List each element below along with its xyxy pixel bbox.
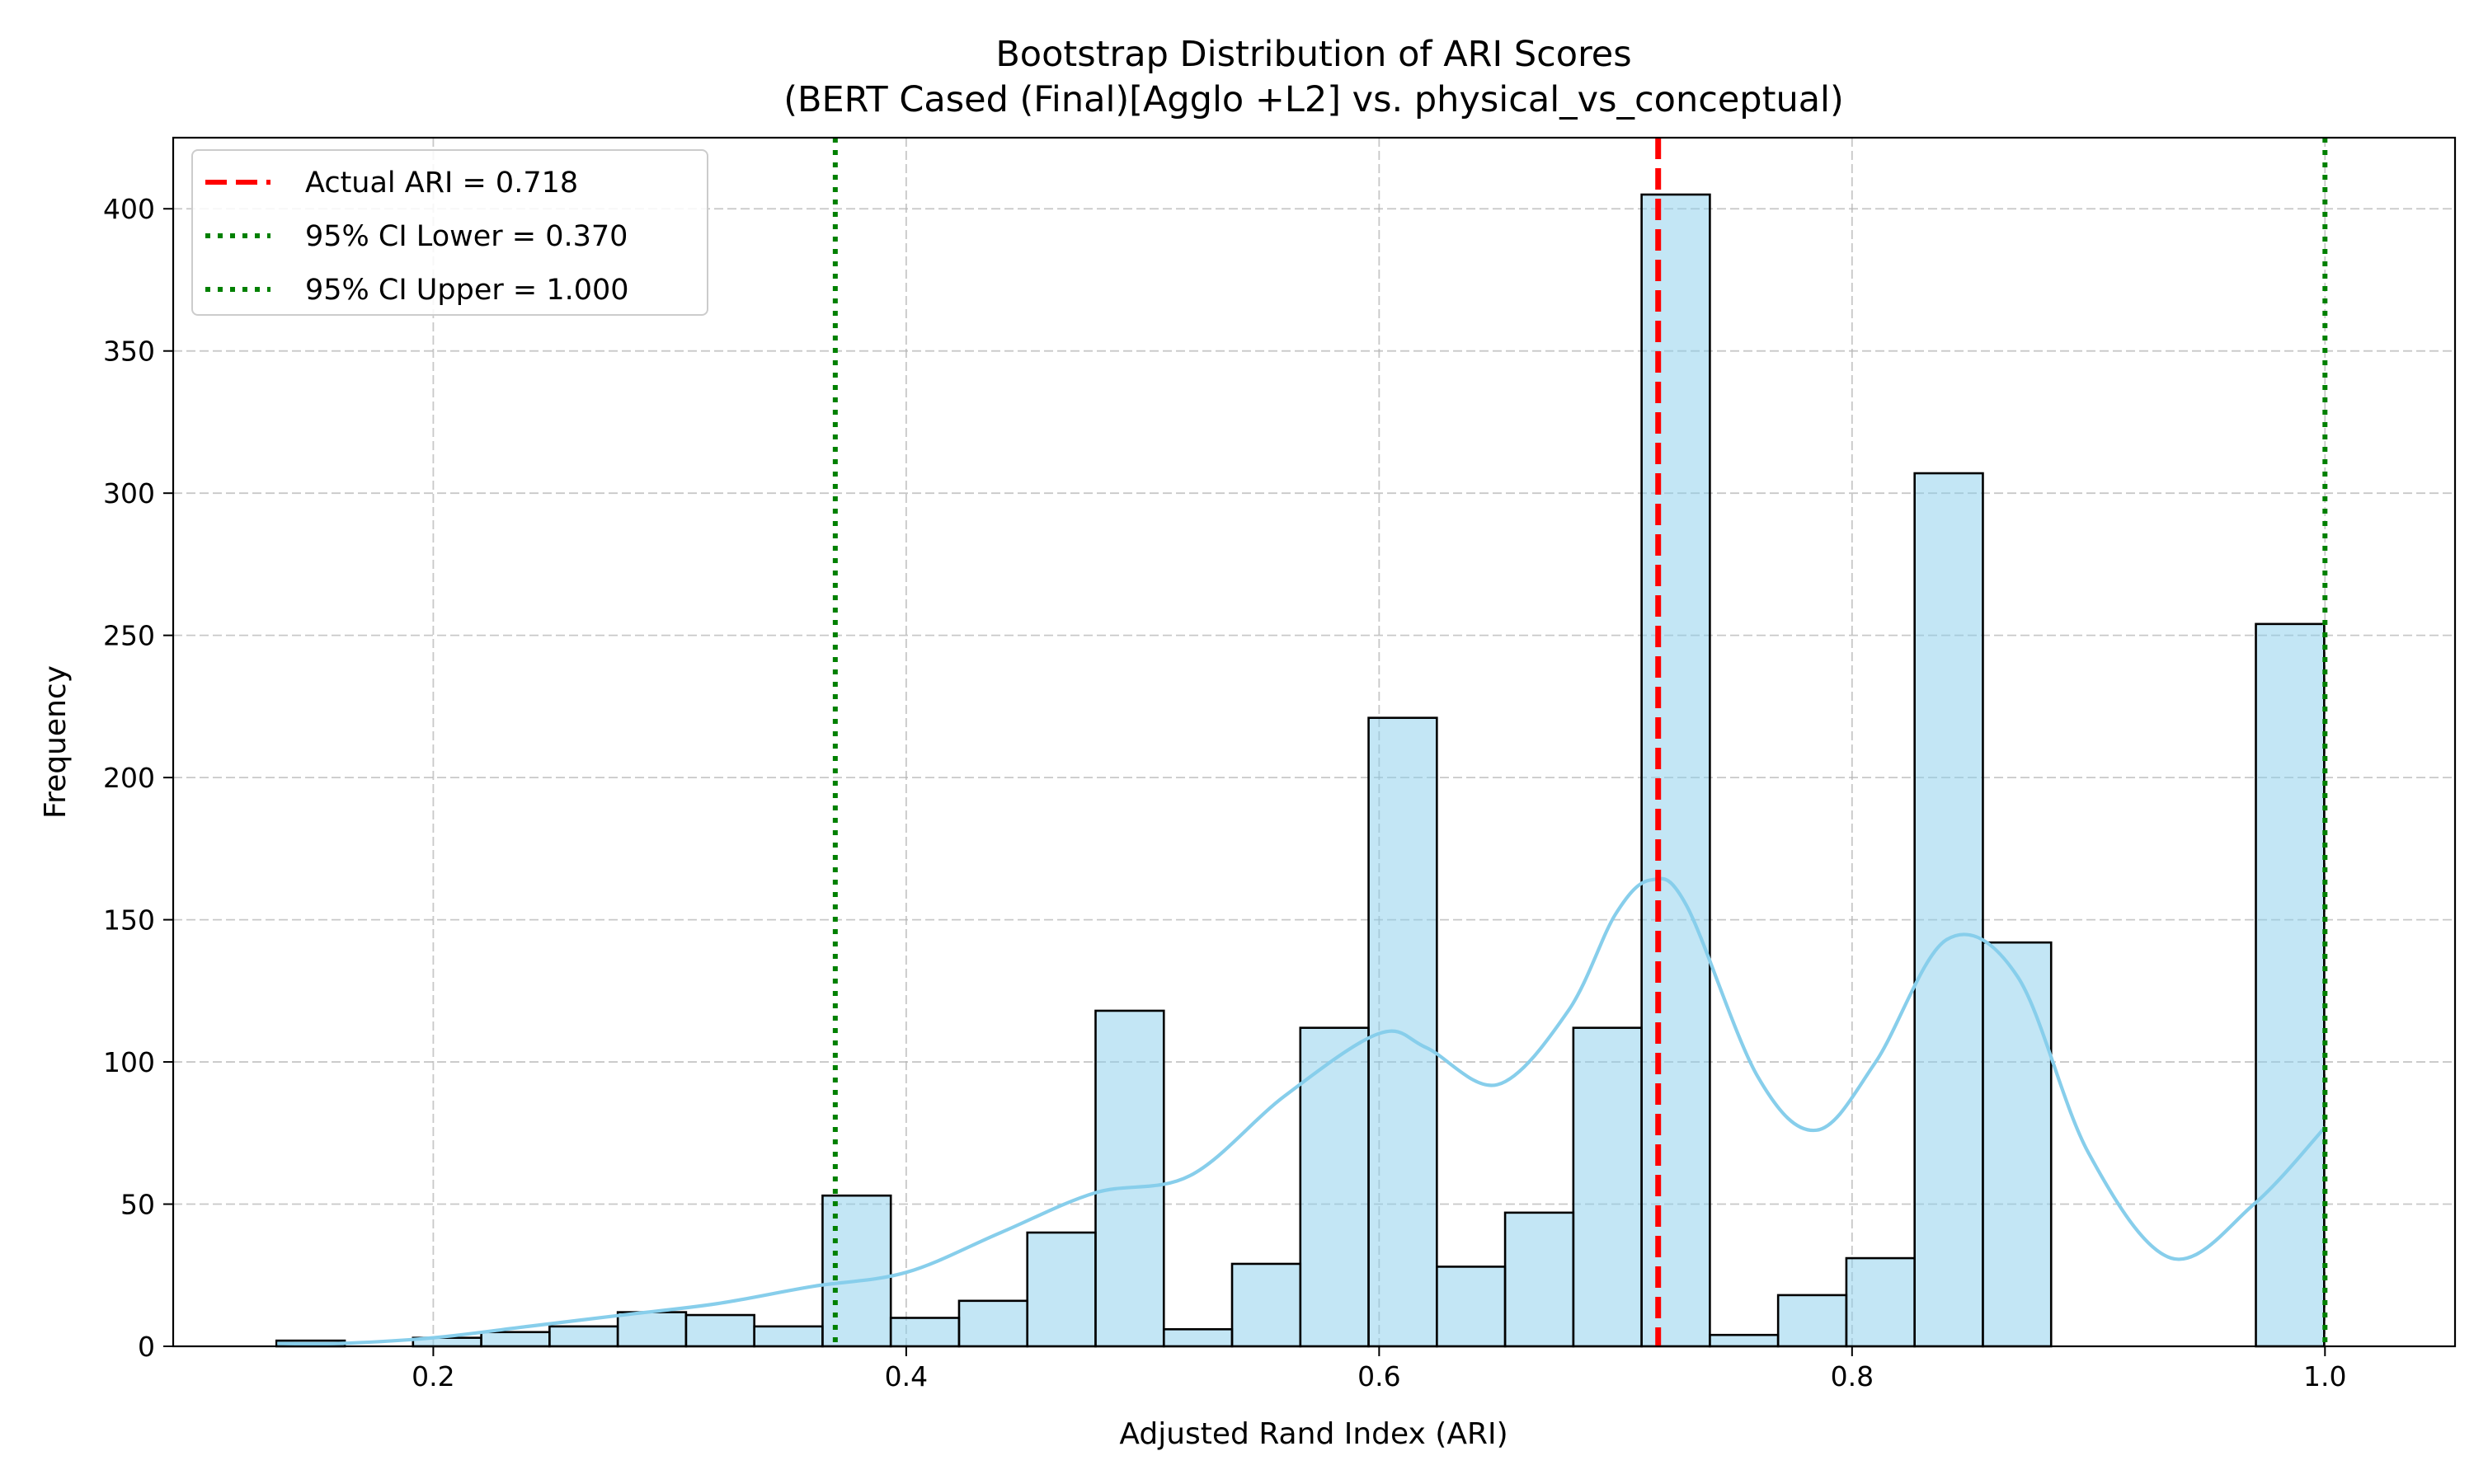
chart-title: Bootstrap Distribution of ARI Scores bbox=[995, 34, 1631, 75]
y-tick-label: 100 bbox=[103, 1046, 155, 1078]
histogram-bar bbox=[480, 1331, 551, 1348]
histogram-bar bbox=[1436, 1266, 1507, 1348]
y-tick-label: 300 bbox=[103, 477, 155, 510]
x-tick-label: 0.2 bbox=[412, 1360, 454, 1392]
histogram-bar bbox=[616, 1311, 688, 1348]
histogram-bar bbox=[684, 1313, 755, 1348]
histogram-bar bbox=[1503, 1211, 1575, 1348]
y-tick-label: 250 bbox=[103, 620, 155, 652]
histogram-bar bbox=[1845, 1256, 1916, 1348]
histogram-bar bbox=[1572, 1026, 1643, 1348]
histogram-bar bbox=[753, 1325, 824, 1348]
legend-label: 95% CI Upper = 1.000 bbox=[305, 274, 629, 307]
histogram-bar bbox=[1230, 1262, 1302, 1348]
histogram-bar bbox=[1299, 1026, 1370, 1348]
histogram-bar bbox=[1094, 1009, 1165, 1348]
plot-frame bbox=[172, 136, 2457, 1348]
histogram-bar bbox=[957, 1299, 1029, 1348]
x-tick-label: 1.0 bbox=[2303, 1360, 2346, 1392]
histogram-bar bbox=[1913, 472, 1984, 1348]
histogram-bar bbox=[1162, 1328, 1234, 1348]
histogram-bar bbox=[821, 1194, 892, 1348]
y-axis-label: Frequency bbox=[39, 665, 73, 819]
histogram-bar bbox=[1982, 941, 2053, 1348]
histogram-bar bbox=[548, 1325, 619, 1348]
x-axis-ticks: 0.2 0.4 0.6 0.8 1.0 bbox=[412, 1346, 2347, 1392]
x-tick-label: 0.4 bbox=[885, 1360, 928, 1392]
histogram-bar bbox=[1776, 1294, 1848, 1348]
legend-label: Actual ARI = 0.718 bbox=[305, 167, 578, 200]
y-tick-label: 150 bbox=[103, 904, 155, 937]
histogram-bar bbox=[889, 1317, 961, 1348]
kde-line bbox=[277, 876, 2326, 1346]
x-tick-label: 0.6 bbox=[1357, 1360, 1400, 1392]
y-tick-label: 200 bbox=[103, 762, 155, 794]
legend-box bbox=[191, 149, 708, 316]
y-tick-label: 350 bbox=[103, 336, 155, 368]
y-tick-label: 0 bbox=[138, 1331, 155, 1363]
reference-lines bbox=[832, 138, 2328, 1346]
y-axis-ticks: 0 50 100 150 200 250 300 350 400 bbox=[103, 193, 173, 1363]
histogram-bar bbox=[1709, 1333, 1780, 1348]
kde-curve bbox=[277, 876, 2326, 1346]
histogram-bar bbox=[2255, 622, 2326, 1348]
legend: Actual ARI = 0.718 95% CI Lower = 0.370 95… bbox=[191, 149, 708, 316]
legend-label: 95% CI Lower = 0.370 bbox=[305, 220, 628, 253]
histogram-bar bbox=[1026, 1231, 1097, 1348]
y-tick-label: 400 bbox=[103, 193, 155, 225]
chart-subtitle: (BERT Cased (Final)[Agglo +L2] vs. physi… bbox=[783, 79, 1844, 120]
y-tick-label: 50 bbox=[120, 1189, 155, 1221]
histogram-bar bbox=[1640, 193, 1711, 1348]
x-tick-label: 0.8 bbox=[1831, 1360, 1874, 1392]
histogram-bars bbox=[275, 193, 2326, 1348]
x-axis-label: Adjusted Rand Index (ARI) bbox=[1119, 1417, 1507, 1451]
